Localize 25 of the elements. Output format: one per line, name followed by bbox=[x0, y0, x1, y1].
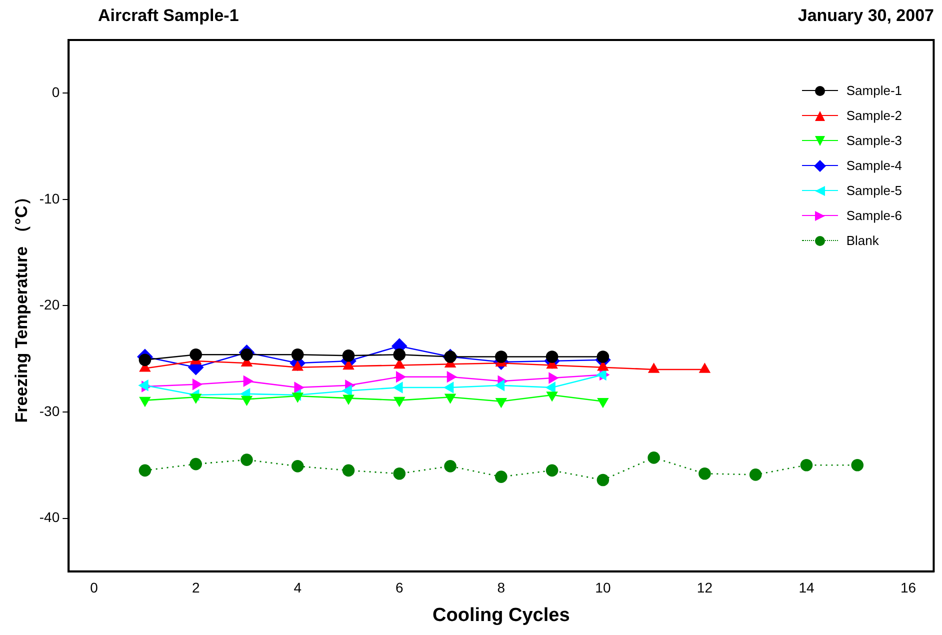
x-tick-label: 4 bbox=[294, 580, 302, 596]
y-axis-title: Freezing Temperature （°C） bbox=[12, 188, 31, 423]
x-tick-label: 8 bbox=[497, 580, 506, 596]
x-tick-label: 0 bbox=[90, 580, 98, 596]
x-tick-label: 2 bbox=[192, 580, 200, 596]
x-tick-label: 6 bbox=[395, 580, 404, 596]
y-tick-label: -30 bbox=[39, 402, 60, 419]
chart-title: Aircraft Sample-1 bbox=[98, 6, 239, 26]
y-tick-label: -20 bbox=[39, 296, 60, 313]
chart-subtitle: January 30, 2007 bbox=[798, 6, 934, 26]
legend-label: Sample-4 bbox=[846, 158, 902, 173]
legend-label: Sample-1 bbox=[846, 83, 902, 98]
legend-label: Sample-5 bbox=[846, 183, 902, 198]
legend-label: Sample-6 bbox=[846, 208, 902, 223]
x-tick-label: 12 bbox=[696, 580, 713, 596]
x-tick-label: 16 bbox=[900, 580, 916, 596]
legend-label: Sample-2 bbox=[846, 108, 902, 123]
y-tick-label: -10 bbox=[39, 190, 60, 206]
x-tick-label: 14 bbox=[798, 580, 814, 596]
x-tick-label: 10 bbox=[595, 580, 611, 596]
legend-label: Sample-3 bbox=[846, 133, 902, 148]
y-tick-label: 0 bbox=[52, 84, 60, 100]
x-axis-title: Cooling Cycles bbox=[432, 604, 570, 626]
legend-label: Blank bbox=[846, 233, 879, 248]
y-tick-label: -40 bbox=[39, 509, 60, 526]
